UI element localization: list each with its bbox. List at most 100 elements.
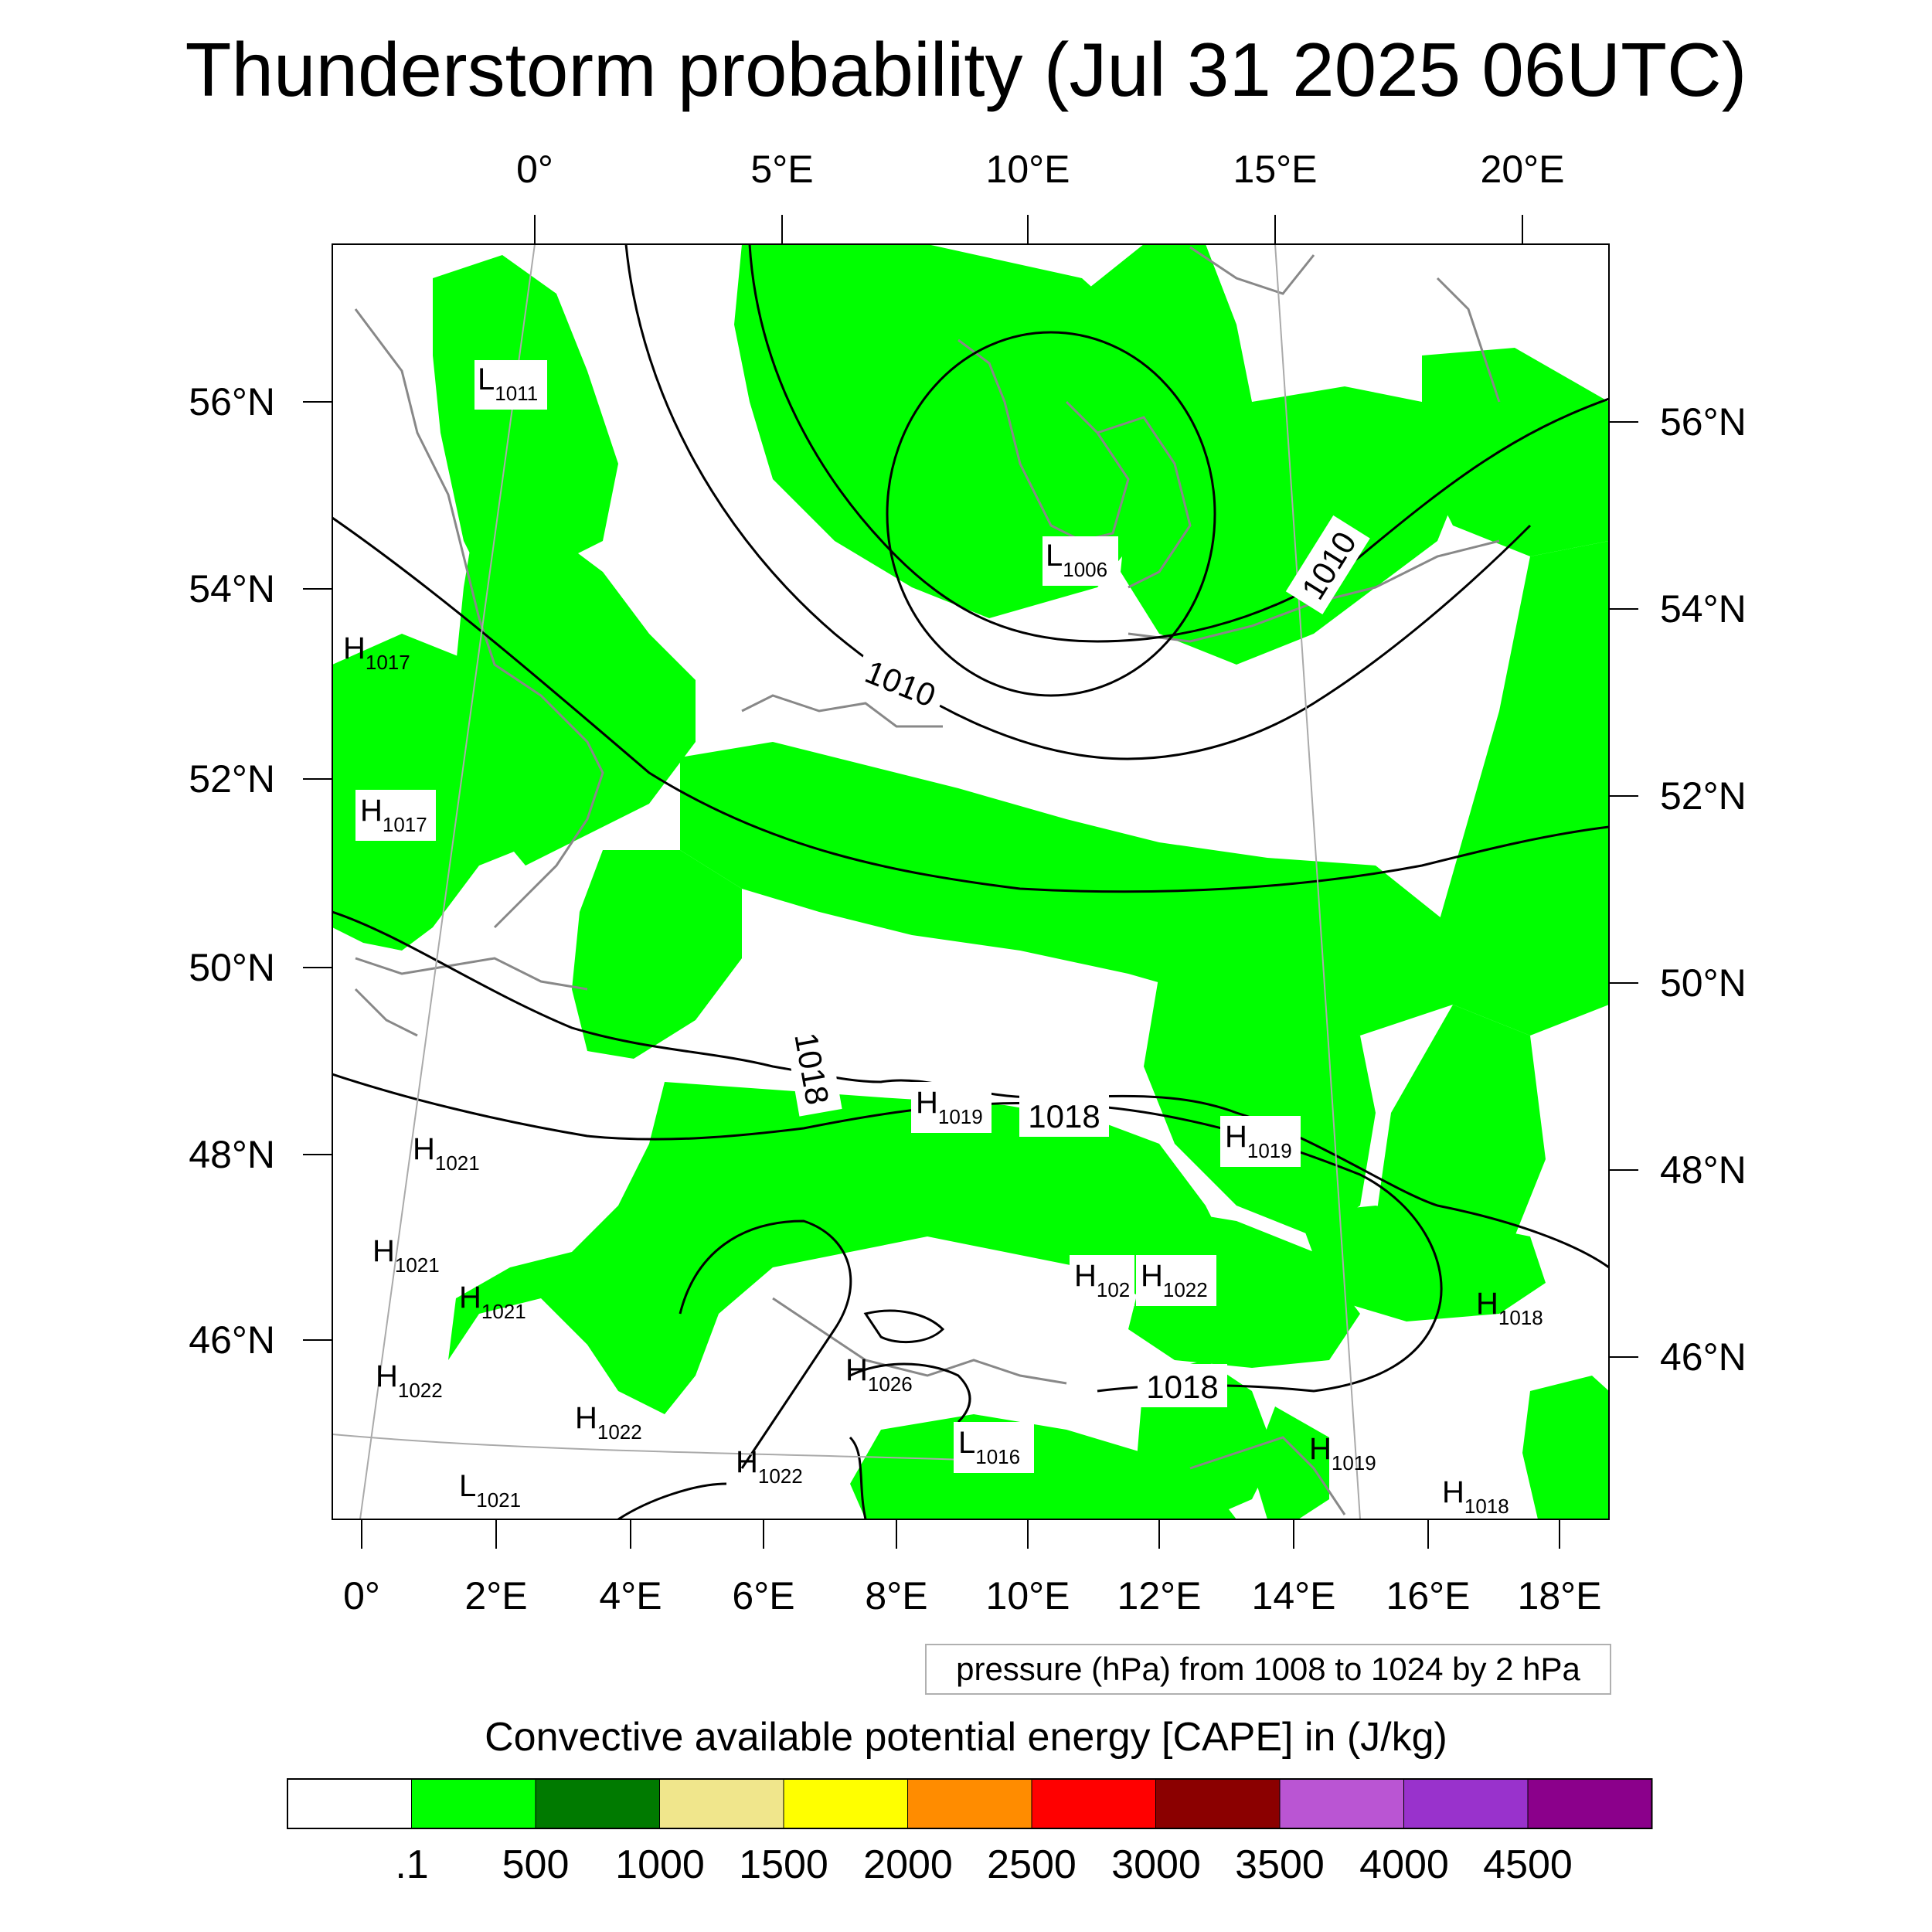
colorbar-tick-label: 4500 bbox=[1483, 1842, 1573, 1887]
colorbar-swatch bbox=[287, 1778, 412, 1829]
pressure-center-high: H1019 bbox=[911, 1082, 992, 1133]
center-value: 1021 bbox=[481, 1300, 526, 1323]
right-lat-label: 52°N bbox=[1660, 774, 1747, 818]
svg-text:H1021: H1021 bbox=[372, 1234, 440, 1277]
colorbar-tick-label: 2500 bbox=[987, 1842, 1077, 1887]
colorbar-tick-label: 500 bbox=[502, 1842, 570, 1887]
left-lat-label: 56°N bbox=[189, 380, 275, 423]
colorbar-swatch bbox=[1155, 1778, 1281, 1829]
svg-text:H1017: H1017 bbox=[343, 631, 410, 674]
center-kind: H bbox=[1442, 1475, 1464, 1509]
isobar-label: 1018 bbox=[1146, 1369, 1218, 1405]
bottom-lon-label: 10°E bbox=[986, 1574, 1070, 1617]
bottom-lon-label: 16°E bbox=[1386, 1574, 1471, 1617]
colorbar-swatch bbox=[1279, 1778, 1404, 1829]
colorbar-tick-label: 3500 bbox=[1235, 1842, 1325, 1887]
axis-ticks bbox=[303, 215, 1638, 1549]
center-value: 1021 bbox=[435, 1151, 480, 1175]
center-value: 1019 bbox=[938, 1105, 983, 1128]
center-kind: H bbox=[575, 1401, 597, 1435]
pressure-center-high: H1021 bbox=[413, 1132, 480, 1175]
svg-text:H1019: H1019 bbox=[1225, 1120, 1292, 1162]
svg-text:L1016: L1016 bbox=[958, 1426, 1020, 1468]
center-kind: H bbox=[736, 1445, 758, 1479]
right-lat-label: 54°N bbox=[1660, 587, 1747, 631]
svg-text:L1006: L1006 bbox=[1046, 539, 1107, 581]
pressure-center-high: H1017 bbox=[343, 631, 410, 674]
center-value: 1018 bbox=[1464, 1495, 1509, 1518]
center-value: 1022 bbox=[398, 1379, 443, 1402]
center-kind: L bbox=[459, 1469, 476, 1503]
center-value: 1016 bbox=[975, 1445, 1020, 1468]
svg-text:H1018: H1018 bbox=[1442, 1475, 1509, 1518]
center-value: 1022 bbox=[1163, 1278, 1208, 1301]
center-kind: H bbox=[413, 1132, 435, 1166]
colorbar-swatch bbox=[659, 1778, 784, 1829]
center-kind: H bbox=[372, 1234, 395, 1268]
svg-text:H1017: H1017 bbox=[360, 794, 427, 836]
center-value: 102 bbox=[1097, 1278, 1130, 1301]
pressure-center-high: H1021 bbox=[372, 1234, 440, 1277]
pressure-centers: L1011 L1006 H1017 H1017 H1019 H1019 H102… bbox=[343, 360, 1543, 1518]
center-value: 1011 bbox=[495, 382, 538, 405]
top-lon-label: 5°E bbox=[750, 148, 813, 191]
left-lat-label: 54°N bbox=[189, 567, 275, 611]
center-value: 1022 bbox=[758, 1464, 803, 1488]
pressure-center-low: L1006 bbox=[1043, 536, 1118, 586]
svg-text:H102: H102 bbox=[1074, 1259, 1130, 1301]
svg-text:H1021: H1021 bbox=[459, 1281, 526, 1323]
colorbar-swatch bbox=[1031, 1778, 1156, 1829]
colorbar-frame bbox=[287, 1778, 1653, 1829]
bottom-lon-label: 6°E bbox=[732, 1574, 794, 1617]
pressure-center-high: H1022 bbox=[575, 1401, 642, 1444]
isobar-labels: 1010 1010 1018 1018 1018 bbox=[784, 515, 1370, 1407]
top-lon-label: 10°E bbox=[986, 148, 1070, 191]
center-kind: H bbox=[845, 1353, 868, 1387]
svg-text:H1019: H1019 bbox=[916, 1086, 983, 1128]
pressure-center-high: H1022 bbox=[1136, 1255, 1216, 1306]
right-lat-label: 48°N bbox=[1660, 1148, 1747, 1192]
center-kind: H bbox=[1225, 1120, 1247, 1154]
bottom-lon-label: 8°E bbox=[865, 1574, 927, 1617]
colorbar-tick-labels: .1 500 1000 1500 2000 2500 3000 3500 400… bbox=[395, 1842, 1573, 1887]
bottom-lon-label: 14°E bbox=[1252, 1574, 1336, 1617]
right-lat-labels: 56°N 54°N 52°N 50°N 48°N 46°N bbox=[1660, 400, 1747, 1379]
pressure-center-high: H1018 bbox=[1442, 1475, 1509, 1518]
pressure-center-high: H102 bbox=[1070, 1255, 1134, 1306]
center-value: 1006 bbox=[1063, 558, 1107, 581]
colorbar-tick-label: 1000 bbox=[615, 1842, 705, 1887]
pressure-center-high: H1019 bbox=[1220, 1116, 1301, 1167]
pressure-center-high: H1022 bbox=[376, 1359, 443, 1402]
svg-text:H1022: H1022 bbox=[736, 1445, 803, 1488]
center-kind: H bbox=[459, 1281, 481, 1315]
pressure-center-high: H1026 bbox=[845, 1353, 913, 1396]
colorbar-swatch bbox=[907, 1778, 1032, 1829]
pressure-center-high: H1021 bbox=[459, 1281, 526, 1323]
bottom-lon-label: 4°E bbox=[599, 1574, 662, 1617]
colorbar-tick-label: 1500 bbox=[739, 1842, 828, 1887]
pressure-center-low: L1021 bbox=[459, 1469, 521, 1512]
right-lat-label: 46°N bbox=[1660, 1335, 1747, 1379]
center-value: 1021 bbox=[395, 1253, 440, 1277]
svg-text:H1022: H1022 bbox=[1141, 1259, 1208, 1301]
center-value: 1019 bbox=[1332, 1451, 1376, 1475]
colorbar-swatch bbox=[411, 1778, 536, 1829]
bottom-lon-label: 18°E bbox=[1518, 1574, 1602, 1617]
svg-text:H1021: H1021 bbox=[413, 1132, 480, 1175]
colorbar-tick-label: 3000 bbox=[1111, 1842, 1201, 1887]
left-lat-label: 46°N bbox=[189, 1318, 275, 1362]
colorbar-tick-label: 2000 bbox=[863, 1842, 953, 1887]
center-kind: H bbox=[376, 1359, 398, 1393]
center-value: 1021 bbox=[476, 1488, 521, 1512]
left-lat-labels: 56°N 54°N 52°N 50°N 48°N 46°N bbox=[189, 380, 275, 1362]
svg-text:H1022: H1022 bbox=[575, 1401, 642, 1444]
center-value: 1017 bbox=[383, 813, 427, 836]
colorbar-swatch bbox=[535, 1778, 660, 1829]
bottom-lon-label: 0° bbox=[343, 1574, 380, 1617]
center-value: 1022 bbox=[597, 1420, 642, 1444]
left-lat-label: 52°N bbox=[189, 757, 275, 801]
center-kind: H bbox=[916, 1086, 938, 1120]
center-kind: L bbox=[1046, 539, 1063, 573]
svg-text:H1026: H1026 bbox=[845, 1353, 913, 1396]
